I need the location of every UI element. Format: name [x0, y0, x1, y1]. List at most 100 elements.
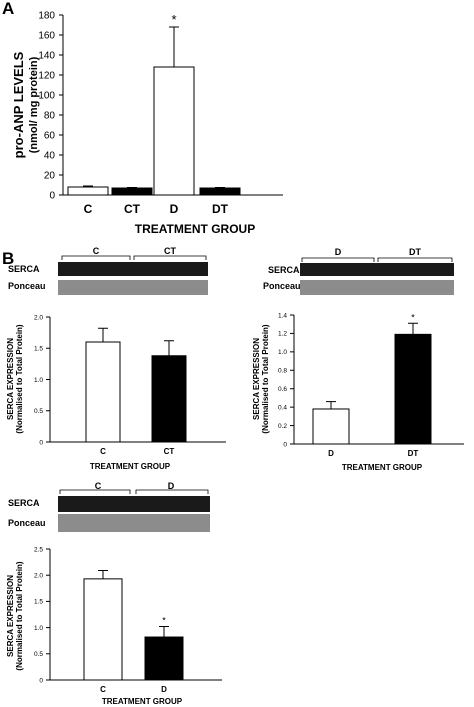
blot-serca-label: SERCA	[8, 498, 40, 508]
y-tick-label: 2.0	[34, 314, 43, 321]
y-tick-label: 140	[38, 51, 55, 62]
blot-group-left: C	[93, 246, 100, 256]
blot-ponceau-label: Ponceau	[8, 518, 46, 528]
x-axis-categories: C CT	[100, 447, 174, 456]
bar-c	[83, 578, 123, 681]
y-axis-label-line1: SERCA EXPRESSION	[6, 338, 15, 420]
x-category-label: C	[100, 685, 106, 694]
x-category-label: D	[161, 685, 167, 694]
error-bar	[215, 187, 225, 188]
blot-ponceau-label: Ponceau	[263, 281, 301, 291]
x-category-label: D	[328, 449, 334, 458]
panel-label-a: A	[2, 0, 14, 18]
y-axis-label-line2: (Normalised to Total Protein)	[15, 561, 24, 671]
y-axis-label-line2: (Normalised to Total Protein)	[261, 324, 270, 434]
bar-d	[144, 636, 184, 681]
error-bar	[98, 569, 108, 579]
blot-c-ct: SERCA Ponceau C CT	[8, 246, 208, 295]
y-tick-label: 0.6	[278, 386, 287, 393]
error-bar	[326, 401, 336, 409]
x-category-label: C	[100, 447, 106, 456]
y-tick-label: 0.5	[34, 408, 43, 415]
error-bar	[159, 626, 169, 638]
y-tick-label: 180	[38, 11, 55, 22]
error-bar	[98, 327, 108, 342]
y-tick-label: 60	[44, 131, 56, 142]
bar-ct	[111, 187, 153, 196]
significance-marker: *	[411, 312, 415, 322]
y-axis-label-line2: (Normalised to Total Protein)	[15, 324, 24, 434]
serca-band-strip	[300, 263, 454, 276]
y-tick-label: 2.5	[34, 546, 43, 553]
error-bar	[83, 185, 93, 187]
x-axis-label: TREATMENT GROUP	[135, 222, 255, 236]
bars: *	[67, 12, 241, 196]
y-axis-ticks: 0 0.2 0.4 0.6 0.8 1.0 1.2 1.4	[278, 312, 294, 448]
blot-serca-label: SERCA	[268, 265, 300, 275]
bar-c	[85, 341, 121, 443]
bar-ct	[151, 355, 187, 443]
y-tick-label: 20	[44, 171, 56, 182]
y-axis-label-line1: SERCA EXPRESSION	[252, 338, 261, 420]
y-tick-label: 0.4	[278, 404, 287, 411]
x-category-label: CT	[124, 202, 141, 216]
y-tick-label: 0	[49, 191, 55, 202]
y-tick-label: 2.0	[34, 572, 43, 579]
error-bar	[164, 340, 174, 356]
blot-c-d: SERCA Ponceau C D	[8, 481, 210, 532]
y-tick-label: 0	[39, 439, 43, 446]
bars: *	[312, 312, 432, 445]
y-axis-label-line1: pro-ANP LEVELS	[11, 51, 26, 158]
blot-bracket-left	[301, 257, 375, 262]
y-tick-label: 1.5	[34, 599, 43, 606]
error-bar	[169, 26, 179, 67]
blot-bracket-right	[133, 255, 207, 260]
y-tick-label: 1.0	[278, 349, 287, 356]
x-axis-categories: D DT	[328, 449, 418, 458]
x-category-label: DT	[408, 449, 419, 458]
serca-band-strip	[58, 262, 208, 276]
y-tick-label: 0.5	[34, 651, 43, 658]
y-tick-label: 0	[283, 441, 287, 448]
y-tick-label: 0.2	[278, 423, 287, 430]
blot-group-left: D	[335, 247, 342, 257]
y-tick-label: 40	[44, 151, 56, 162]
x-category-label: D	[170, 202, 179, 216]
blot-group-right: CT	[164, 246, 176, 256]
y-tick-label: 100	[38, 91, 55, 102]
x-axis-label: TREATMENT GROUP	[342, 463, 423, 472]
y-tick-label: 1.5	[34, 346, 43, 353]
blot-group-right: DT	[409, 247, 421, 257]
bar-dt	[394, 333, 432, 445]
y-axis-ticks: 0 0.5 1.0 1.5 2.0	[34, 314, 50, 446]
y-axis-ticks: 0 0.5 1.0 1.5 2.0 2.5	[34, 546, 50, 684]
y-axis-label-line1: SERCA EXPRESSION	[6, 575, 15, 657]
y-tick-label: 80	[44, 111, 56, 122]
y-tick-label: 0.8	[278, 368, 287, 375]
y-tick-label: 120	[38, 71, 55, 82]
blot-bracket-right	[135, 489, 209, 494]
blot-bracket-left	[59, 489, 131, 494]
x-category-label: C	[84, 202, 93, 216]
y-tick-label: 1.0	[34, 377, 43, 384]
blot-bracket-right	[377, 257, 453, 262]
y-tick-label: 1.4	[278, 312, 287, 319]
bar-d	[153, 66, 195, 196]
bars	[85, 327, 187, 443]
ponceau-strip	[300, 280, 454, 295]
chart-serca-d-dt: 0 0.2 0.4 0.6 0.8 1.0 1.2 1.4 * D DT SERCA EXPRE…	[252, 312, 464, 472]
y-tick-label: 1.0	[34, 625, 43, 632]
ponceau-strip	[58, 280, 208, 295]
y-tick-label: 1.2	[278, 331, 287, 338]
panel-label-b: B	[2, 249, 14, 268]
error-bar	[127, 187, 137, 188]
blot-d-dt: SERCA Ponceau D DT	[263, 247, 454, 295]
significance-marker: *	[162, 616, 166, 626]
blot-group-right: D	[168, 481, 175, 491]
chart-serca-c-ct: 0 0.5 1.0 1.5 2.0 C CT SERCA EXPRESSION (Norm…	[6, 314, 226, 471]
significance-marker: *	[171, 12, 176, 27]
y-tick-label: 160	[38, 31, 55, 42]
